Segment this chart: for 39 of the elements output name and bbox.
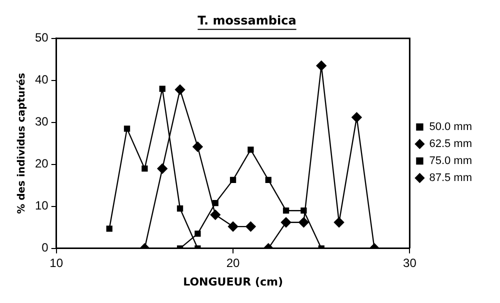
point — [246, 221, 256, 232]
point — [176, 205, 184, 212]
x-tick-label: 20 — [226, 256, 240, 270]
point — [228, 221, 238, 232]
point — [157, 164, 168, 174]
chart-title: T. mossambica — [198, 13, 296, 28]
x-tick-label: 30 — [403, 256, 417, 270]
point — [265, 176, 272, 184]
point — [298, 217, 309, 228]
x-axis-title: LONGUEUR (cm) — [183, 275, 283, 288]
point — [300, 208, 307, 214]
y-tick-label: 30 — [34, 114, 49, 129]
y-axis-title: % des individus capturés — [16, 72, 28, 214]
point — [282, 208, 290, 214]
point — [106, 226, 112, 232]
point — [248, 146, 254, 153]
point — [280, 217, 292, 228]
point — [212, 200, 218, 206]
x-tick-label: 10 — [50, 256, 64, 270]
point — [230, 176, 236, 184]
legend-label: 50.0 mm — [429, 121, 472, 134]
y-tick-label: 0 — [42, 240, 49, 255]
point — [352, 112, 362, 122]
point — [192, 142, 203, 152]
point — [316, 60, 326, 71]
y-tick-label: 50 — [34, 30, 49, 45]
point — [142, 166, 148, 172]
point — [334, 217, 344, 228]
legend-label: 62.5 mm — [429, 138, 472, 150]
y-tick-label: 20 — [34, 156, 49, 171]
legend-label: 75.0 mm — [429, 155, 472, 168]
y-tick-label: 40 — [34, 72, 49, 87]
point — [124, 126, 130, 132]
legend-label: 87.5 mm — [429, 172, 472, 184]
point — [210, 210, 220, 220]
point — [194, 230, 201, 237]
point — [174, 84, 186, 95]
point — [159, 86, 166, 92]
y-tick-label: 10 — [34, 198, 49, 213]
